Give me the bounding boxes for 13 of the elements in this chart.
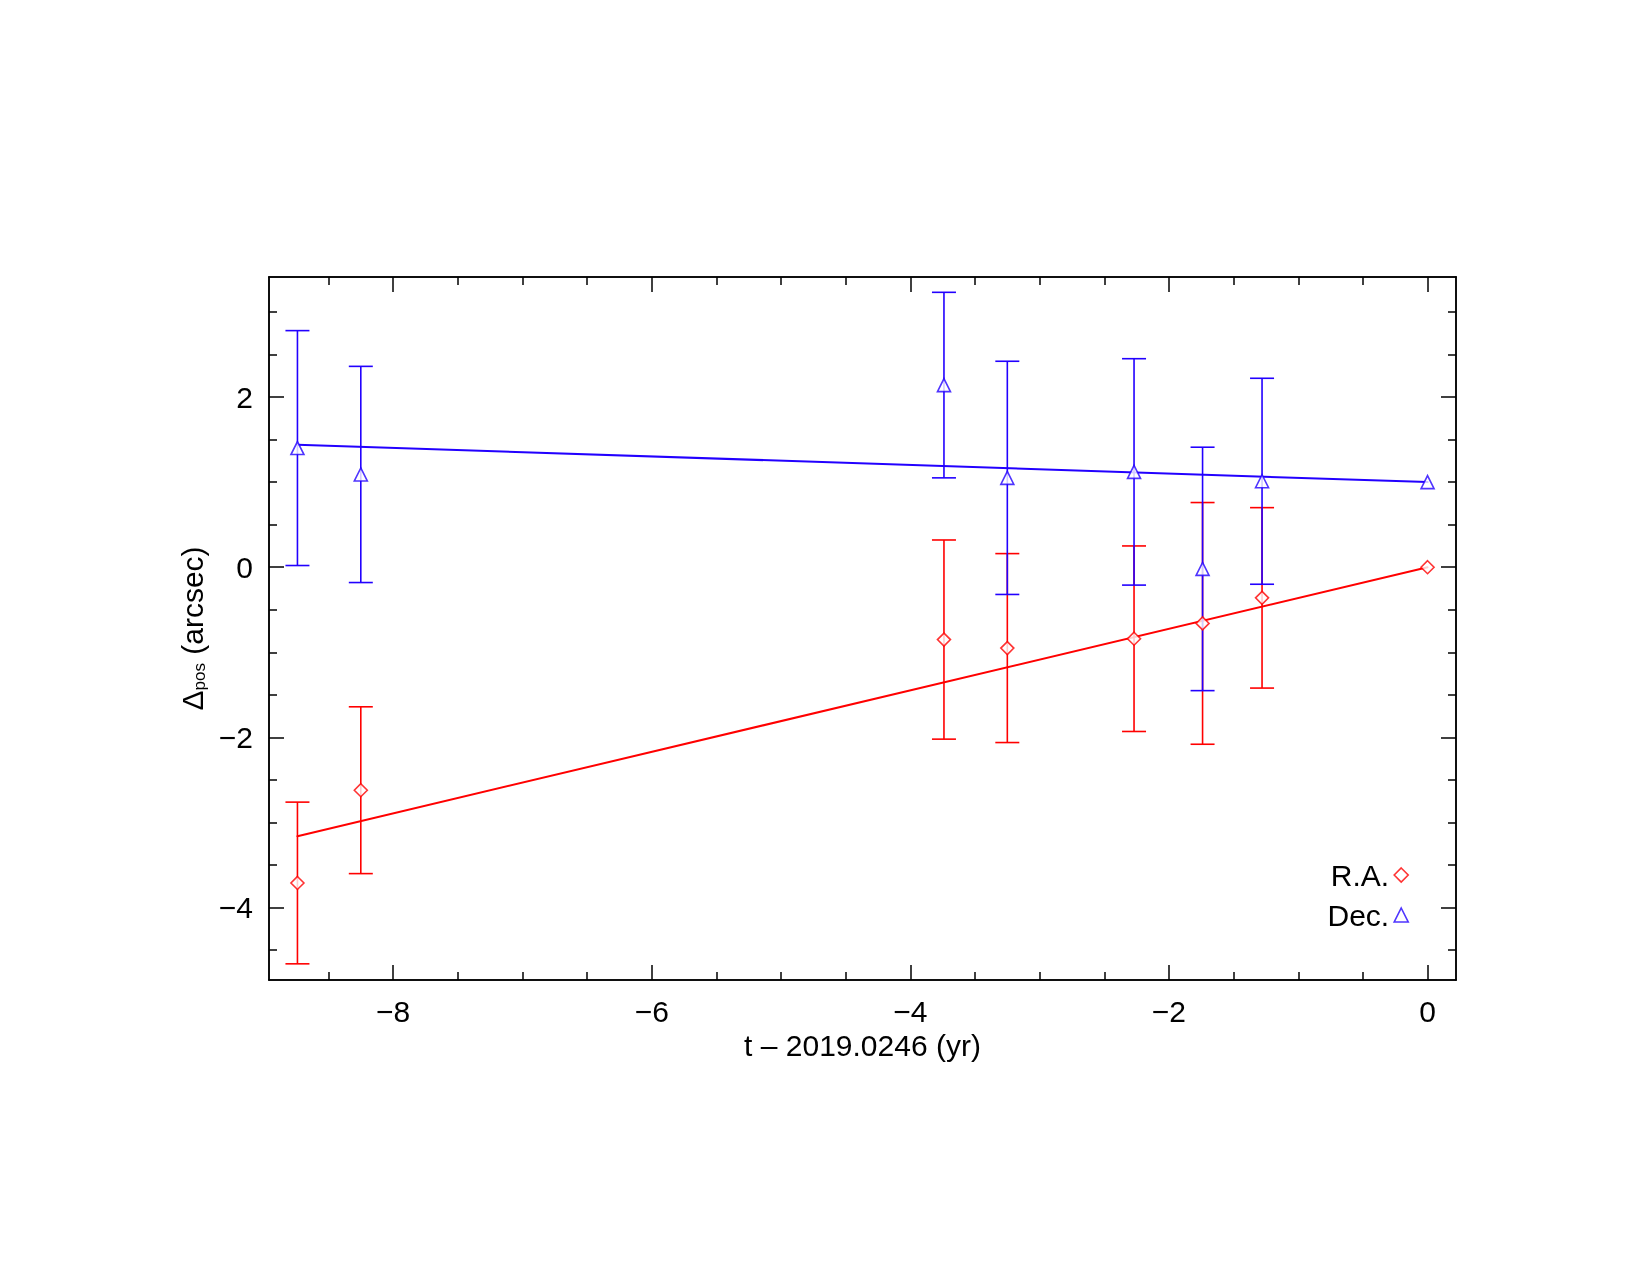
y-tick-label: −2 xyxy=(218,720,253,754)
legend-label: Dec. xyxy=(1327,898,1390,932)
x-tick-label: 0 xyxy=(1419,994,1436,1028)
x-tick-label: −4 xyxy=(893,994,928,1028)
y-tick-label: 2 xyxy=(236,380,253,414)
y-tick-label: 0 xyxy=(236,550,253,584)
x-tick-label: −6 xyxy=(634,994,669,1028)
x-tick-label: −2 xyxy=(1151,994,1187,1028)
x-tick-label: −8 xyxy=(376,994,411,1028)
legend-label: R.A. xyxy=(1330,858,1390,892)
x-axis-title: t – 2019.0246 (yr) xyxy=(744,1029,981,1063)
y-axis-title: Δpos (arcsec) xyxy=(176,546,210,711)
y-tick-label: −4 xyxy=(218,891,253,925)
